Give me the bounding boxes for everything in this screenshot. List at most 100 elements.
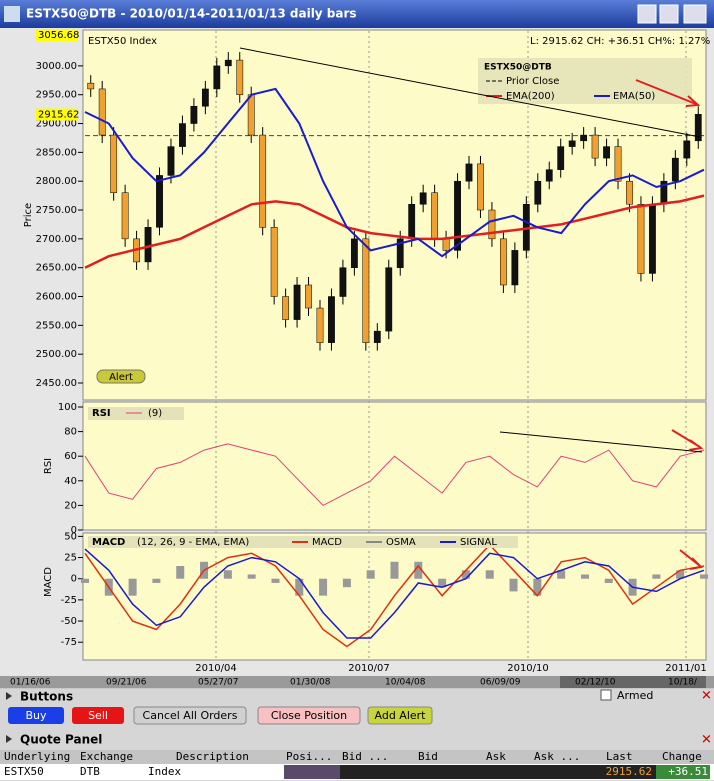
collapse-icon[interactable] (6, 735, 12, 743)
y-tick-label: 2900.00 (36, 119, 77, 130)
osma-bar (557, 570, 566, 579)
y-tick-label: 0 (71, 574, 77, 585)
candle (671, 157, 679, 182)
close[interactable] (683, 4, 707, 24)
alert-button[interactable] (96, 369, 146, 384)
candle (419, 192, 427, 205)
column-header: Posi... (286, 750, 332, 763)
candle (649, 204, 656, 274)
y-tick-label: 50 (64, 531, 77, 542)
quote-cell-text: 2915.62 (606, 765, 652, 778)
candle (247, 94, 255, 136)
candle (683, 140, 691, 159)
trend-line (499, 431, 703, 453)
alert-button-label: Alert (109, 372, 133, 383)
y-tick-label: 2950.00 (36, 90, 77, 101)
nav-label: 02/12/10 (575, 678, 616, 688)
collapse-icon[interactable] (6, 692, 12, 700)
y-tick-label: 100 (58, 402, 77, 413)
quote-cell-text: +36.51 (668, 765, 708, 778)
y-axis-label: RSI (43, 458, 54, 474)
armed-checkbox[interactable] (600, 689, 612, 701)
y-tick-label: -50 (61, 616, 77, 627)
column-header: Ask (486, 750, 506, 763)
button-label: Buy (25, 709, 47, 722)
close-position-button[interactable] (257, 706, 361, 725)
last-label: 2915.62 (38, 110, 79, 121)
button-label: Sell (88, 709, 108, 722)
candle (442, 238, 450, 251)
candle (110, 134, 118, 193)
buy-button[interactable] (8, 707, 64, 724)
legend-entry: EMA(50) (613, 91, 655, 102)
osma-bar (247, 574, 256, 579)
minimize[interactable] (637, 4, 657, 24)
candle (236, 59, 244, 95)
legend-title: ESTX50@DTB (484, 63, 552, 73)
title-bar (0, 0, 714, 28)
y-tick-label: -25 (61, 595, 77, 606)
candle (350, 238, 358, 268)
osma-bar (580, 574, 589, 579)
nav-label: 01/16/06 (10, 678, 51, 688)
osma-bar (295, 578, 304, 596)
ema50-line (84, 87, 705, 258)
candle (545, 169, 553, 182)
quote-cell (340, 765, 600, 779)
quote-cell (656, 765, 710, 779)
y-axis-label: MACD (43, 567, 54, 597)
rsi-plot (82, 401, 707, 531)
candle (694, 114, 702, 142)
candle (362, 238, 370, 343)
quote-cell (600, 765, 656, 779)
candle (373, 330, 381, 343)
candle (190, 105, 198, 124)
quote-cell-text: ESTX50 (4, 765, 44, 778)
candle (534, 180, 542, 205)
osma-bar (319, 578, 328, 596)
button-label: Cancel All Orders (143, 709, 238, 722)
arrow (635, 79, 701, 107)
panel-title: Buttons (20, 690, 73, 704)
panel-title: Quote Panel (20, 733, 102, 747)
arrow (671, 429, 704, 451)
candle (408, 204, 416, 240)
candle (557, 146, 565, 170)
legend-entry: OSMA (386, 537, 416, 548)
candle (465, 163, 473, 182)
candle (87, 82, 95, 90)
osma-bar (366, 570, 375, 579)
sell-button[interactable] (72, 707, 124, 724)
y-tick-label: 60 (64, 451, 77, 462)
legend (478, 58, 692, 104)
osma-bar (485, 570, 494, 579)
osma-bar (604, 578, 613, 583)
candle (396, 238, 404, 268)
candle (144, 227, 152, 263)
close-panel[interactable]: ✕ (701, 733, 712, 748)
navigator[interactable] (0, 676, 714, 688)
rsi-params: (9) (148, 408, 162, 419)
y-tick-label: -75 (61, 637, 77, 648)
add-alert-button[interactable] (367, 706, 433, 725)
candle (305, 284, 312, 309)
navigator-window[interactable] (560, 676, 706, 688)
signal-line (84, 548, 705, 639)
cancel-button[interactable] (133, 706, 247, 725)
candle (603, 146, 610, 159)
column-header: Description (176, 750, 249, 763)
column-header: Change (662, 750, 702, 763)
maximize[interactable] (659, 4, 679, 24)
legend-entry: EMA(200) (506, 91, 555, 102)
nav-label: 10/18/ (668, 678, 698, 688)
window-title: ESTX50@DTB - 2010/01/14-2011/01/13 daily… (26, 7, 357, 21)
y-tick-label: 3000.00 (36, 61, 77, 72)
column-header: Ask ... (534, 750, 580, 763)
quote-cell-text: DTB (80, 765, 100, 778)
close-panel[interactable]: ✕ (701, 689, 712, 704)
armed-label: Armed (617, 689, 653, 702)
y-tick-label: 80 (64, 427, 77, 438)
candle (591, 134, 599, 159)
candle (98, 88, 106, 136)
macd-params: (12, 26, 9 - EMA, EMA) (137, 537, 249, 548)
